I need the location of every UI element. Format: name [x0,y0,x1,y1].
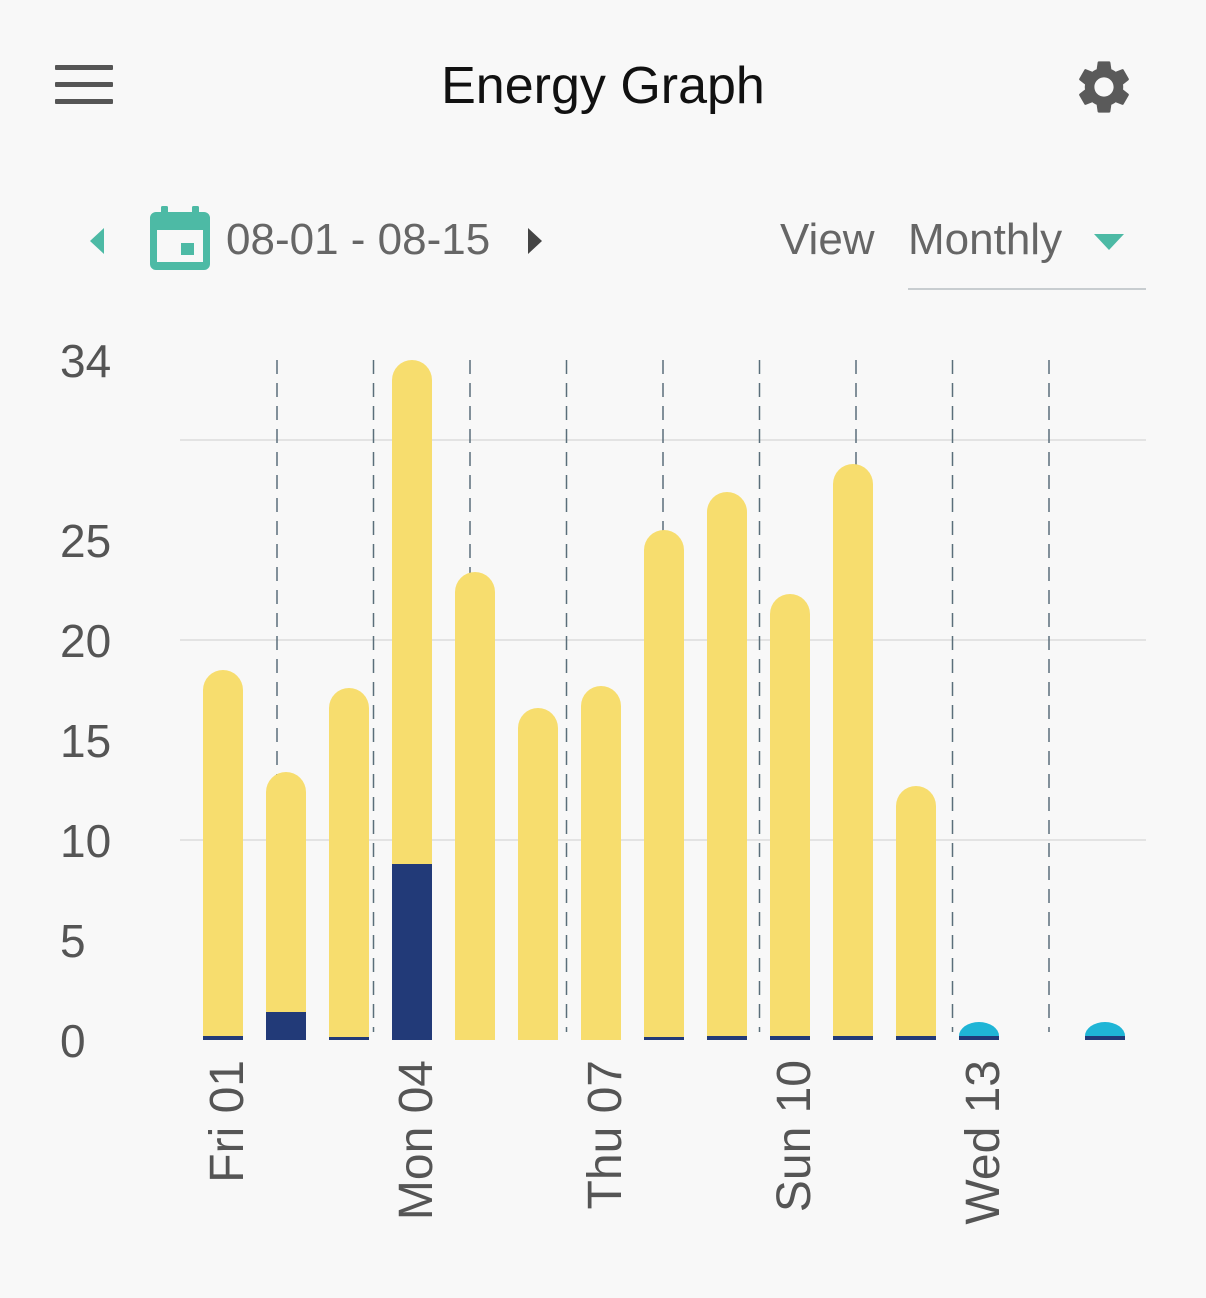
bar-main [329,688,369,1038]
date-range-label[interactable]: 08-01 - 08-15 [226,215,491,264]
bar-secondary [392,864,432,1040]
bar-secondary [203,1036,243,1040]
bar-secondary [833,1036,873,1040]
bar-secondary [266,1012,306,1040]
energy-chart: 0 5 10 15 20 25 34 Fri 01 Mon 04 Thu 07 Sun 10 Wed … [0,320,1206,1280]
y-tick-label: 34 [60,335,111,387]
bar-main [266,772,306,1012]
bar-main [833,464,873,1036]
menu-icon[interactable] [55,65,113,105]
bar-secondary [770,1036,810,1040]
x-tick-label: Mon 04 [390,1060,443,1220]
bar-main [392,360,432,864]
calendar-icon[interactable] [150,206,210,270]
x-tick-label: Fri 01 [201,1060,254,1183]
bar-secondary [329,1037,369,1040]
bar-secondary [1085,1036,1125,1040]
bar-main [581,686,621,1040]
view-select[interactable]: Monthly [908,210,1146,290]
header-bar: Energy Graph [0,0,1206,170]
bar-main [707,492,747,1036]
x-tick-label: Wed 13 [957,1060,1010,1225]
y-tick-label: 25 [60,515,111,567]
bar-secondary [707,1036,747,1040]
chevron-down-icon [1094,234,1124,250]
x-tick-label: Thu 07 [579,1060,632,1209]
y-tick-label: 0 [60,1015,86,1067]
x-tick-label: Sun 10 [768,1060,821,1212]
bar-main [770,594,810,1036]
gear-icon[interactable] [1072,55,1136,119]
bar-main [455,572,495,1040]
bar-main [896,786,936,1036]
y-tick-label: 20 [60,615,111,667]
view-select-value: Monthly [908,215,1063,264]
chevron-right-icon[interactable] [522,224,546,258]
y-tick-label: 10 [60,815,111,867]
chevron-left-icon[interactable] [86,224,110,258]
y-tick-label: 5 [60,915,86,967]
bar-secondary [896,1036,936,1040]
y-tick-label: 15 [60,715,111,767]
bar-partial [959,1022,999,1036]
bar-main [203,670,243,1036]
bar-partial [1085,1022,1125,1036]
chart-svg: 0 5 10 15 20 25 34 Fri 01 Mon 04 Thu 07 Sun 10 Wed … [60,335,1146,1225]
bar-secondary [644,1037,684,1040]
bar-secondary [959,1036,999,1040]
page-title: Energy Graph [441,57,765,115]
date-toolbar: 08-01 - 08-15 View Monthly [0,190,1206,300]
bar-main [644,530,684,1038]
bar-main [518,708,558,1040]
view-label: View [780,215,875,264]
